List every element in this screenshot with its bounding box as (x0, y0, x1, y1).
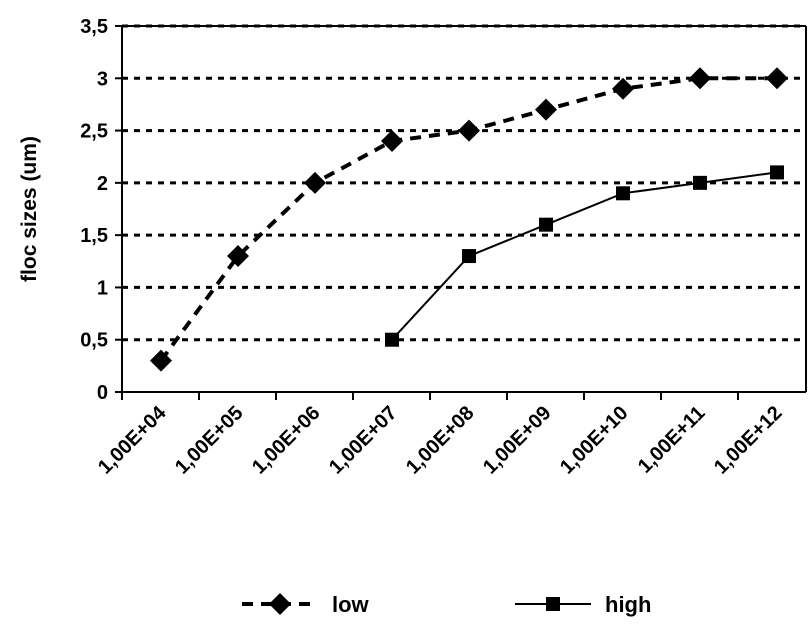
data-point-high (385, 332, 399, 347)
data-point-high (616, 186, 630, 201)
x-tick-label: 1,00E+08 (402, 402, 479, 479)
y-tick-label: 2,5 (80, 121, 108, 143)
legend-label-high: high (605, 592, 651, 617)
data-point-low (458, 119, 480, 142)
data-point-low (612, 77, 634, 100)
data-point-low (381, 130, 403, 153)
legend-label-low: low (332, 592, 370, 617)
series-group (150, 67, 788, 372)
data-point-low (227, 245, 249, 268)
x-tick-label: 1,00E+10 (556, 402, 633, 479)
data-point-low (766, 67, 788, 90)
legend-marker-high (546, 597, 560, 611)
legend: low high (242, 592, 651, 617)
data-point-high (770, 165, 784, 180)
x-ticks: 1,00E+04 1,00E+05 1,00E+06 1,00E+07 1,00E+08… (94, 392, 787, 478)
x-tick-label: 1,00E+09 (479, 402, 556, 479)
x-tick-label: 1,00E+11 (634, 402, 710, 478)
legend-item-low: low (242, 592, 370, 617)
series-line-high (391, 171, 778, 341)
y-tick-label: 3,5 (80, 16, 108, 38)
x-tick-label: 1,00E+04 (94, 401, 171, 478)
y-tick-label: 0,5 (80, 330, 108, 352)
data-point-high (693, 175, 707, 190)
x-tick-label: 1,00E+12 (710, 402, 787, 479)
x-tick-label: 1,00E+06 (248, 402, 325, 479)
y-tick-label: 3 (97, 68, 108, 90)
axes (121, 25, 807, 393)
series-high (385, 165, 784, 347)
data-point-low (535, 98, 557, 121)
y-tick-label: 1,5 (80, 225, 108, 247)
y-tick-label: 2 (97, 173, 108, 195)
data-point-low (689, 67, 711, 90)
data-point-low (304, 171, 326, 194)
y-ticks: 0 0,5 1 1,5 2 2,5 3 3,5 (80, 16, 122, 404)
legend-marker-low (269, 593, 291, 615)
y-tick-label: 1 (97, 277, 108, 299)
series-low (150, 67, 788, 372)
legend-item-high: high (515, 592, 651, 617)
data-point-high (539, 217, 553, 232)
y-axis-label: floc sizes (um) (18, 136, 41, 282)
data-point-low (150, 349, 172, 372)
y-tick-label: 0 (97, 382, 108, 404)
data-point-high (462, 249, 476, 264)
x-tick-label: 1,00E+07 (325, 402, 402, 479)
x-tick-label: 1,00E+05 (171, 402, 248, 479)
